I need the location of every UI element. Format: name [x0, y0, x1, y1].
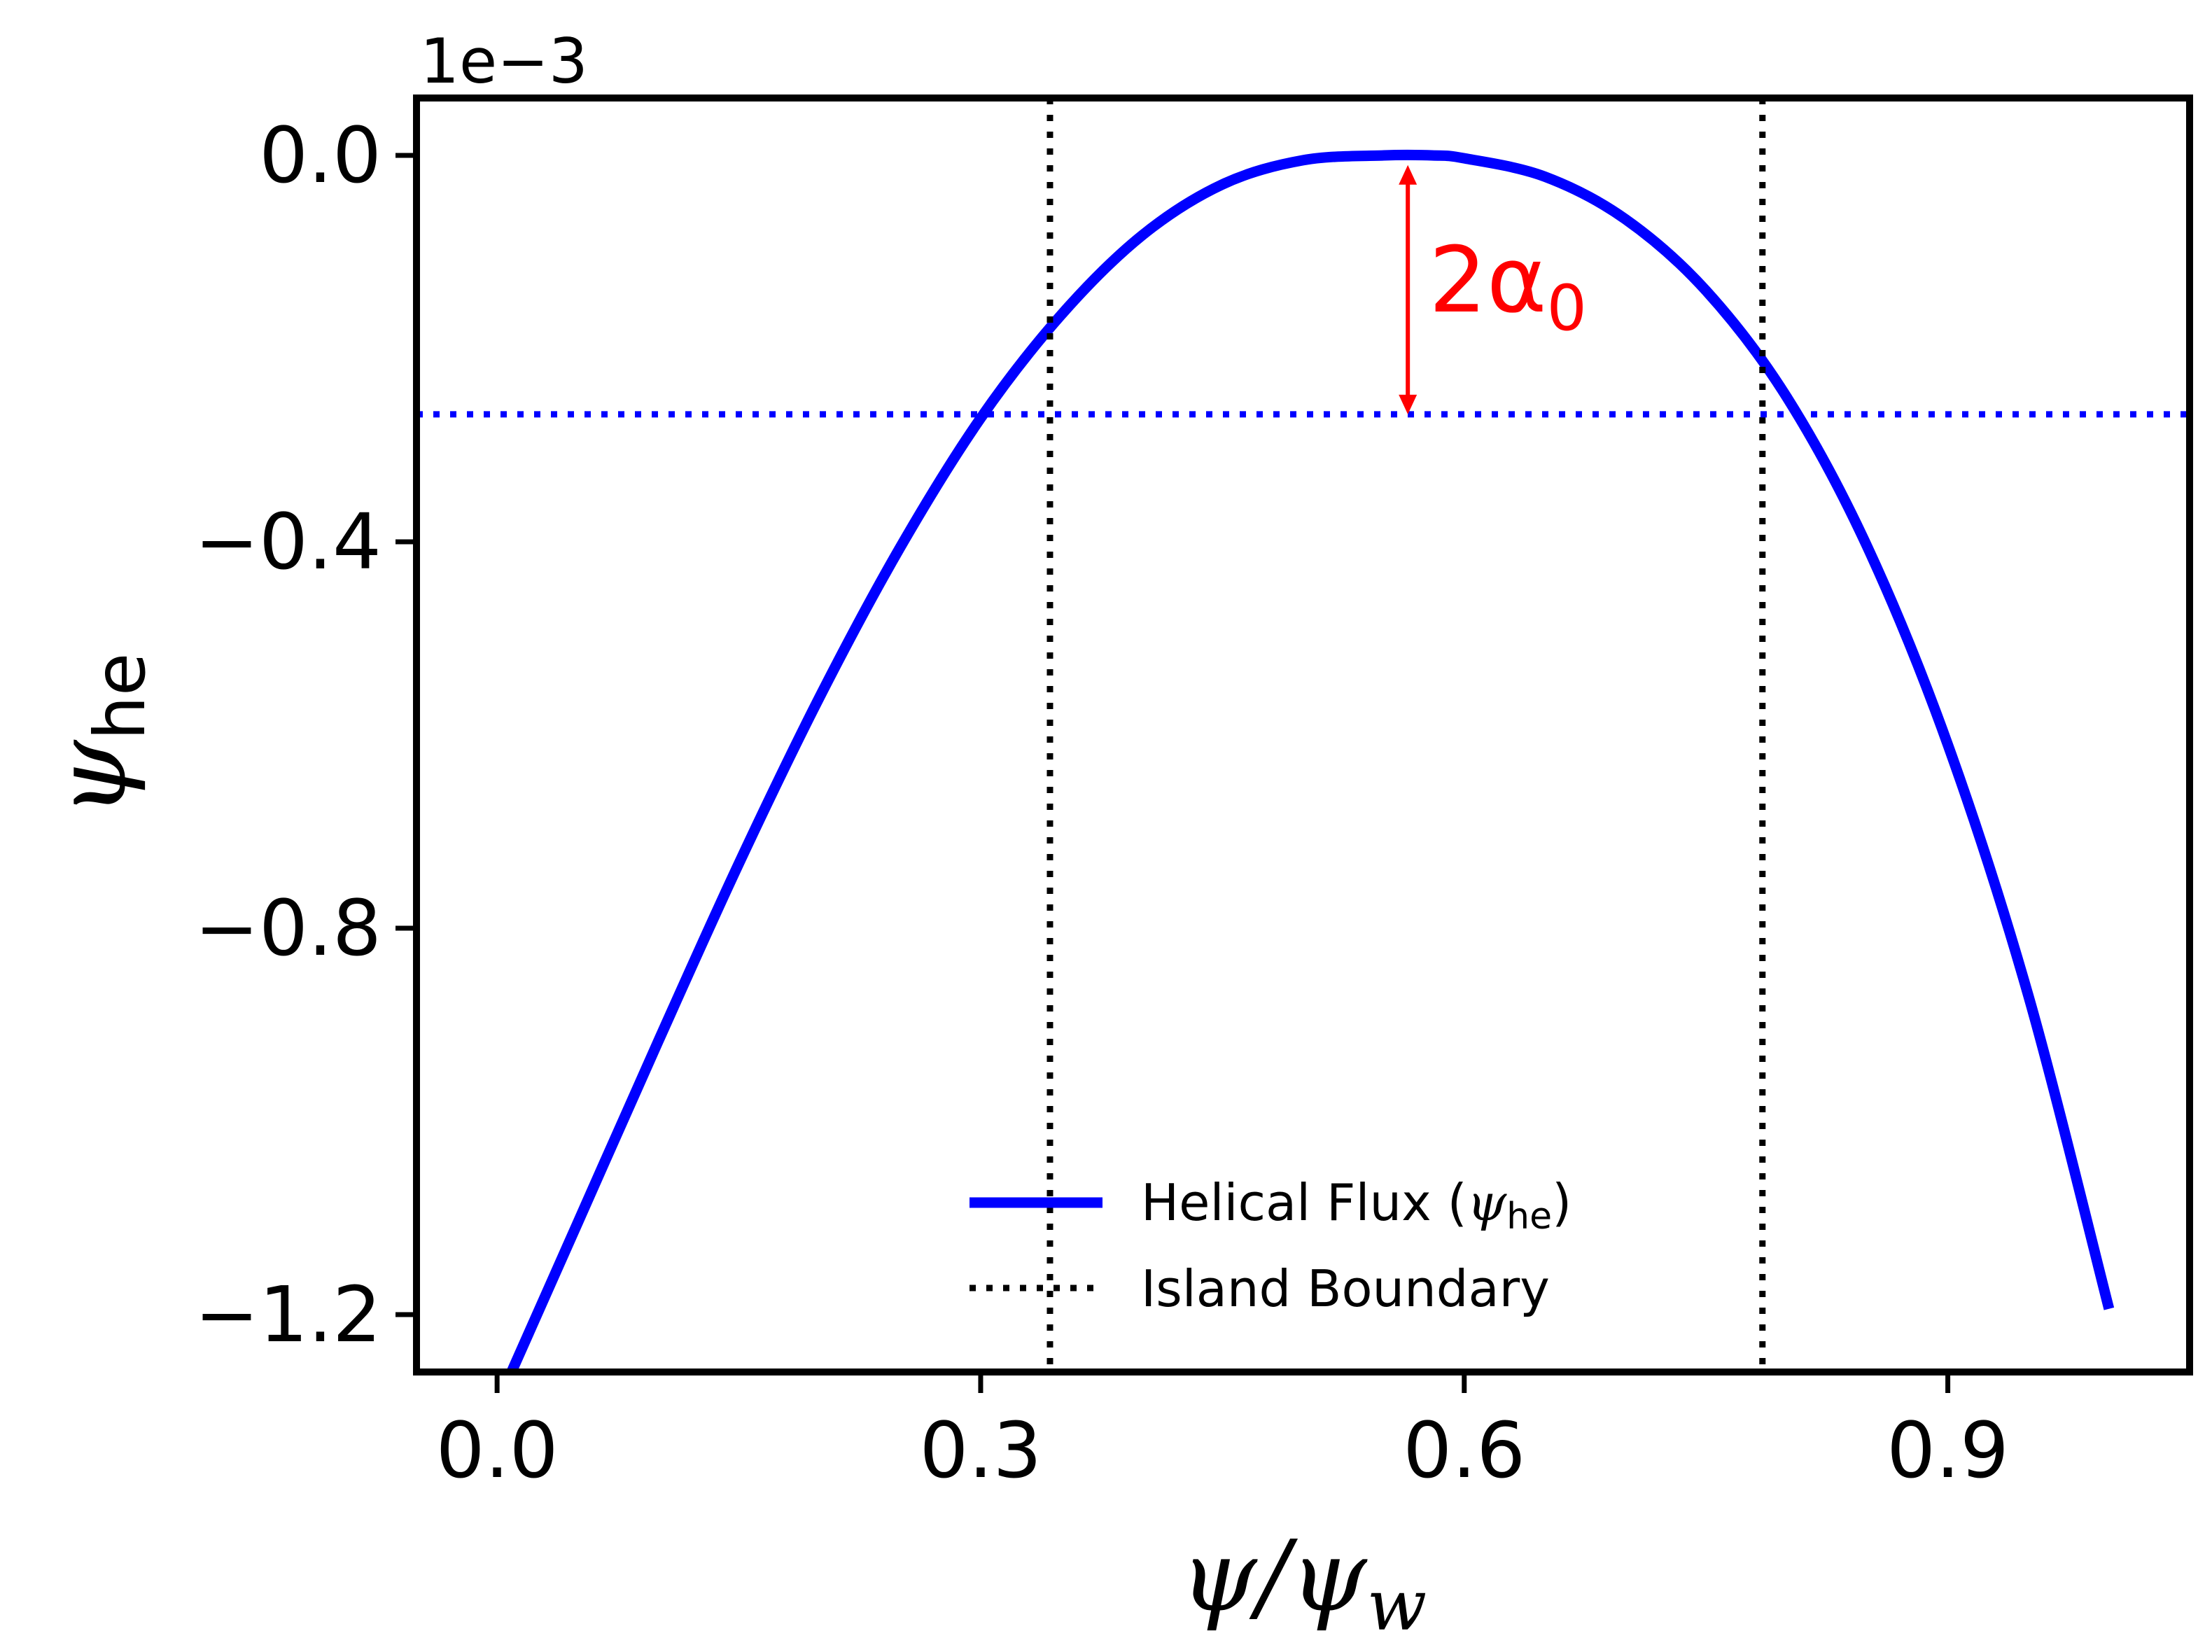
y-tick-label-2: −0.8 [195, 883, 382, 973]
axes-frame [413, 94, 2193, 1376]
helical-flux-line [505, 149, 2115, 1372]
chart-marks [416, 98, 2190, 1372]
arrow-head-bottom [1399, 394, 1418, 414]
y-tick-label-0: 0.0 [259, 111, 382, 200]
legend-label-helical-flux: Helical Flux (ψhe) [1141, 1173, 1572, 1238]
legend-label-island-boundary: Island Boundary [1141, 1259, 1550, 1318]
legend: Helical Flux (ψhe) Island Boundary [969, 1173, 1572, 1318]
x-tick-label-1: 0.3 [919, 1406, 1042, 1495]
annotation-label: 2α0 [1429, 227, 1587, 345]
arrow-head-top [1399, 164, 1418, 185]
y-axis-label: ψhe [34, 653, 161, 818]
x-tick-label-2: 0.6 [1403, 1406, 1525, 1495]
y-offset-label: 1e−3 [420, 25, 588, 97]
axes: 0.0 0.3 0.6 0.9 0.0 −0.4 −0.8 −1.2 1e−3 [195, 25, 2193, 1495]
y-tick-label-1: −0.4 [195, 497, 382, 587]
x-axis-label: ψ/ψw [1180, 1520, 1427, 1646]
x-tick-label-0: 0.0 [436, 1406, 559, 1495]
y-tick-label-3: −1.2 [195, 1270, 382, 1359]
axis-labels: 2α0 ψ/ψw ψhe [34, 227, 1587, 1646]
x-tick-label-3: 0.9 [1886, 1406, 2009, 1495]
two-alpha-arrow [1399, 164, 1418, 414]
